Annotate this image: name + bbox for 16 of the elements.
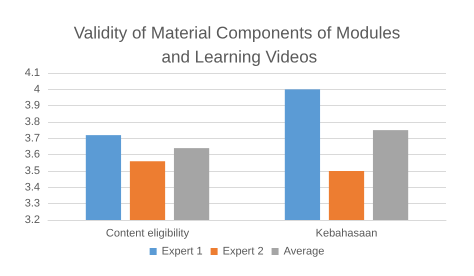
y-tick-label: 3.3 [24,198,40,210]
y-tick-label: 4.1 [24,67,40,79]
chart-title: Validity of Material Components of Modules and Learning Videos [74,24,400,66]
x-tick-label: Content eligibility [106,228,190,240]
legend-label: Average [284,246,324,258]
y-tick-label: 4 [34,83,40,96]
y-tick-label: 3.8 [24,116,40,128]
y-tick-label: 3.5 [24,165,40,177]
y-tick-label: 3.6 [24,148,40,161]
x-tick-label: Kebahasaan [316,228,378,240]
y-tick-label: 3.7 [24,132,40,144]
y-tick-label: 3.4 [24,181,40,194]
y-tick-label: 3.9 [24,100,40,112]
legend-label: Expert 2 [222,246,264,258]
legend-label: Expert 1 [162,246,203,258]
y-tick-label: 3.2 [24,214,40,226]
